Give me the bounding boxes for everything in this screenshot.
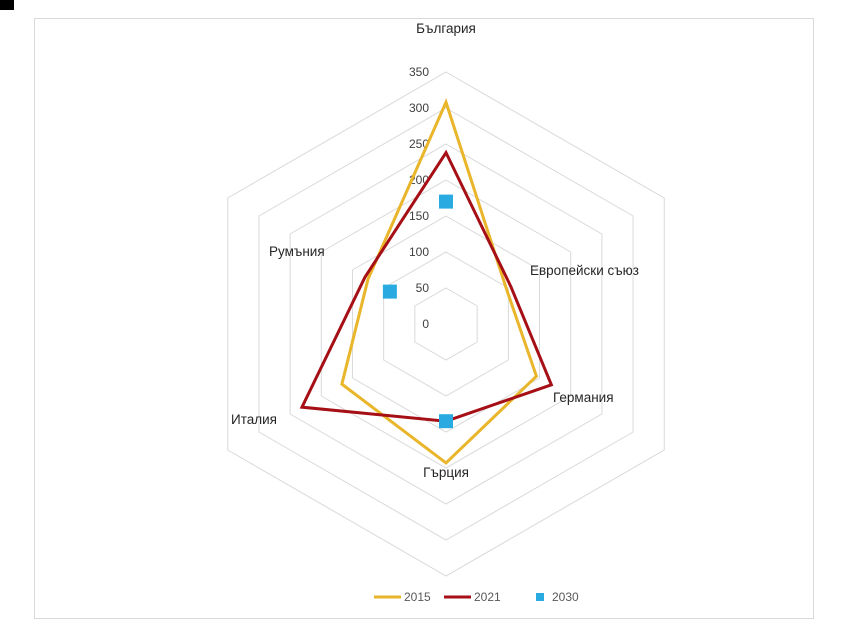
chart-area xyxy=(34,18,814,619)
tick-label: 50 xyxy=(416,281,430,295)
grid-ring-50 xyxy=(414,287,478,361)
grid-ring-100 xyxy=(383,251,509,397)
series-marker-2030 xyxy=(439,194,453,209)
chart-legend: 2015 2021 2030 xyxy=(374,590,579,604)
tick-label: 150 xyxy=(409,209,429,223)
grid-ring-200 xyxy=(320,179,572,469)
radar-grid xyxy=(227,71,665,577)
legend-swatch xyxy=(536,593,544,601)
tick-label: 350 xyxy=(409,65,429,79)
legend-label: 2030 xyxy=(552,590,579,604)
tick-label: 0 xyxy=(422,317,429,331)
legend-label: 2015 xyxy=(404,590,431,604)
series-marker-2030 xyxy=(439,414,453,429)
grid-ring-350 xyxy=(227,71,665,577)
radar-series xyxy=(299,98,554,465)
category-label: Гърция xyxy=(423,465,469,480)
category-label: Германия xyxy=(553,390,614,405)
tick-label: 100 xyxy=(409,245,429,259)
legend-label: 2021 xyxy=(474,590,501,604)
tick-label: 250 xyxy=(409,137,429,151)
series-line-2015 xyxy=(340,98,539,465)
grid-ring-300 xyxy=(258,107,634,541)
category-label: България xyxy=(416,21,476,36)
grid-ring-250 xyxy=(289,143,603,505)
grid-ring-150 xyxy=(351,215,541,433)
page-edge-mark xyxy=(0,0,14,10)
radar-category-labels: България Европейски съюз Германия Гърция Ита… xyxy=(231,21,639,480)
category-label: Италия xyxy=(231,412,277,427)
category-label: Румъния xyxy=(269,244,325,259)
tick-label: 300 xyxy=(409,101,429,115)
series-marker-2030 xyxy=(382,284,397,299)
category-label: Европейски съюз xyxy=(530,263,639,278)
